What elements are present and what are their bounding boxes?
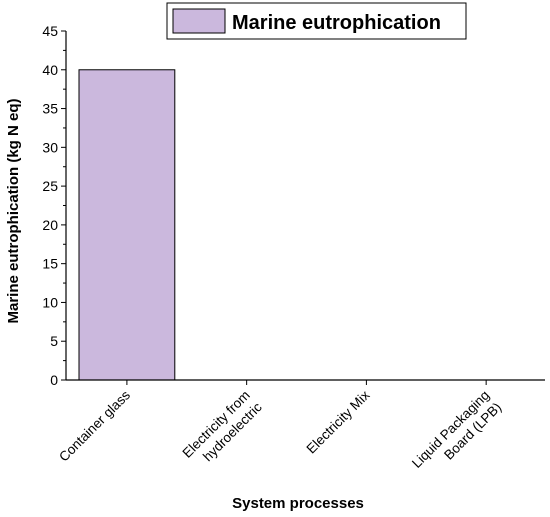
y-tick-label-7: 35 (42, 101, 58, 117)
y-tick-label-4: 20 (42, 217, 58, 233)
y-tick-label-3: 15 (42, 256, 58, 272)
y-tick-label-2: 10 (42, 294, 58, 310)
x-tick-label-2: Electricity Mix (304, 387, 373, 456)
y-tick-label-5: 25 (42, 178, 58, 194)
legend-label: Marine eutrophication (232, 12, 441, 34)
category-labels-group: Container glass Electricity fromhydroelec… (56, 387, 504, 483)
bars-group (78, 69, 176, 381)
x-axis-title: System processes (232, 495, 364, 512)
x-tick-label-line: Container glass (56, 387, 133, 464)
y-tick-label-6: 30 (42, 139, 58, 155)
legend-swatch (172, 8, 226, 34)
x-tick-label-3: Liquid PackagingBoard (LPB) (409, 388, 504, 483)
x-tick-label-1: Electricity fromhydroelectric (180, 387, 265, 472)
y-tick-label-0: 0 (50, 372, 58, 388)
y-tick-label-8: 40 (42, 62, 58, 78)
ticks-group: 0 5 10 15 20 25 30 35 40 45 (42, 23, 487, 388)
x-tick-label-line: Electricity Mix (304, 387, 373, 456)
y-tick-label-9: 45 (42, 23, 58, 39)
x-tick-label-0: Container glass (56, 387, 133, 464)
y-axis-title: Marine eutrophication (kg N eq) (5, 98, 22, 323)
y-tick-label-1: 5 (50, 333, 58, 349)
legend: Marine eutrophication (166, 2, 467, 40)
bar-0 (78, 69, 176, 381)
